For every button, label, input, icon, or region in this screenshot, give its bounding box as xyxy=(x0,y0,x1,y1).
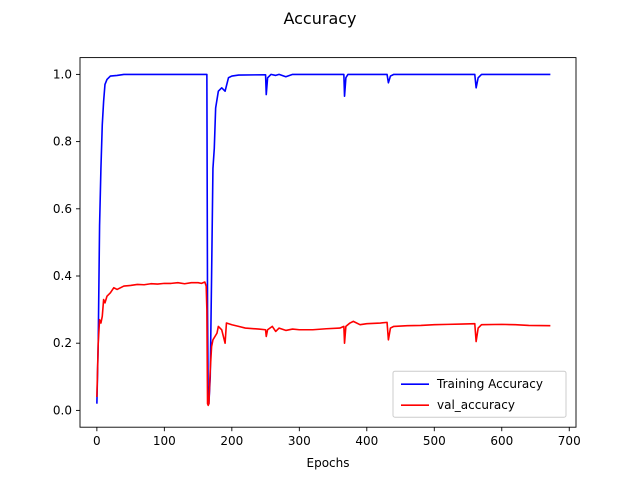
series-line-1 xyxy=(96,281,551,407)
chart-title: Accuracy xyxy=(283,9,356,28)
x-tick-label: 100 xyxy=(153,434,176,448)
legend: Training Accuracy val_accuracy xyxy=(392,370,567,418)
legend-box xyxy=(392,370,567,418)
x-tick-label: 500 xyxy=(423,434,446,448)
y-tick-label: 0.8 xyxy=(53,135,72,149)
x-tick-label: 200 xyxy=(220,434,243,448)
x-axis-label: Epochs xyxy=(307,456,350,470)
y-tick-label: 1.0 xyxy=(53,67,72,81)
x-tick-label: 400 xyxy=(355,434,378,448)
x-tick-label: 600 xyxy=(490,434,513,448)
x-tick-label: 700 xyxy=(558,434,581,448)
y-tick-label: 0.2 xyxy=(53,336,72,350)
x-tick-label: 0 xyxy=(93,434,101,448)
legend-label-1: val_accuracy xyxy=(437,398,515,412)
y-tick-label: 0.6 xyxy=(53,202,72,216)
plot-area xyxy=(96,73,551,407)
x-tick-label: 300 xyxy=(288,434,311,448)
series-line-0 xyxy=(96,73,551,405)
axes: 0 100 200 300 400 500 600 700 0.0 0.2 0.4 0.6 0.8 1.0 xyxy=(53,57,581,448)
y-tick-label: 0.0 xyxy=(53,403,72,417)
plot-frame xyxy=(79,57,577,428)
legend-label-0: Training Accuracy xyxy=(436,377,543,391)
y-tick-label: 0.4 xyxy=(53,269,72,283)
